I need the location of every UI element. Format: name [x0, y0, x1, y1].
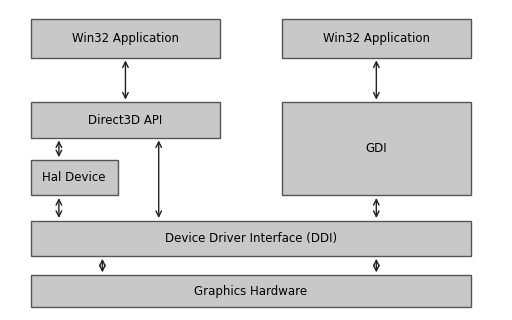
Bar [282, 19, 471, 58]
Text: Hal Device: Hal Device [42, 171, 106, 184]
Text: Direct3D API: Direct3D API [88, 114, 163, 126]
Bar [282, 102, 471, 195]
Bar [31, 275, 471, 307]
Text: Graphics Hardware: Graphics Hardware [195, 285, 307, 298]
Bar [31, 221, 471, 256]
Text: Device Driver Interface (DDI): Device Driver Interface (DDI) [165, 232, 337, 245]
Text: Win32 Application: Win32 Application [323, 32, 430, 45]
Bar [31, 19, 220, 58]
Bar [31, 102, 220, 138]
Bar [31, 160, 118, 195]
Text: GDI: GDI [366, 142, 387, 155]
Text: Win32 Application: Win32 Application [72, 32, 179, 45]
